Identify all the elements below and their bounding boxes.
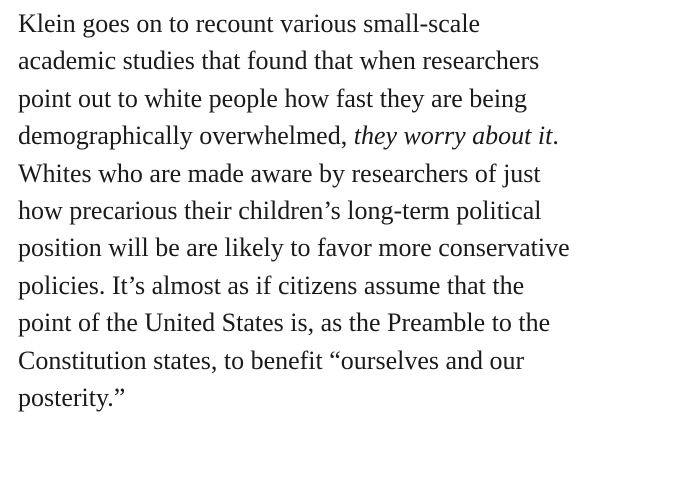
line-text-before-emphasis: demographically overwhelmed,	[18, 121, 354, 151]
paragraph-line: how precarious their children’s long-ter…	[18, 195, 542, 225]
paragraph-line: academic studies that found that when re…	[18, 46, 540, 76]
article-paragraph: Klein goes on to recount various small-s…	[18, 5, 570, 416]
paragraph-line-with-emphasis: demographically overwhelmed, they worry …	[18, 117, 570, 154]
paragraph-line: point out to white people how fast they …	[18, 83, 528, 113]
paragraph-line: Constitution states, to benefit “ourselv…	[18, 345, 525, 375]
paragraph-line: Klein goes on to recount various small-s…	[18, 9, 481, 38]
paragraph-line: policies. It’s almost as if citizens ass…	[18, 270, 525, 300]
line-text-after-emphasis: .	[552, 121, 559, 151]
paragraph-line: Whites who are made aware by researchers…	[18, 158, 541, 188]
paragraph-line: posterity.”	[18, 382, 126, 412]
paragraph-line: point of the United States is, as the Pr…	[18, 308, 551, 338]
emphasized-text: they worry about it	[353, 121, 553, 151]
paragraph-line: position will be are likely to favor mor…	[18, 233, 570, 263]
